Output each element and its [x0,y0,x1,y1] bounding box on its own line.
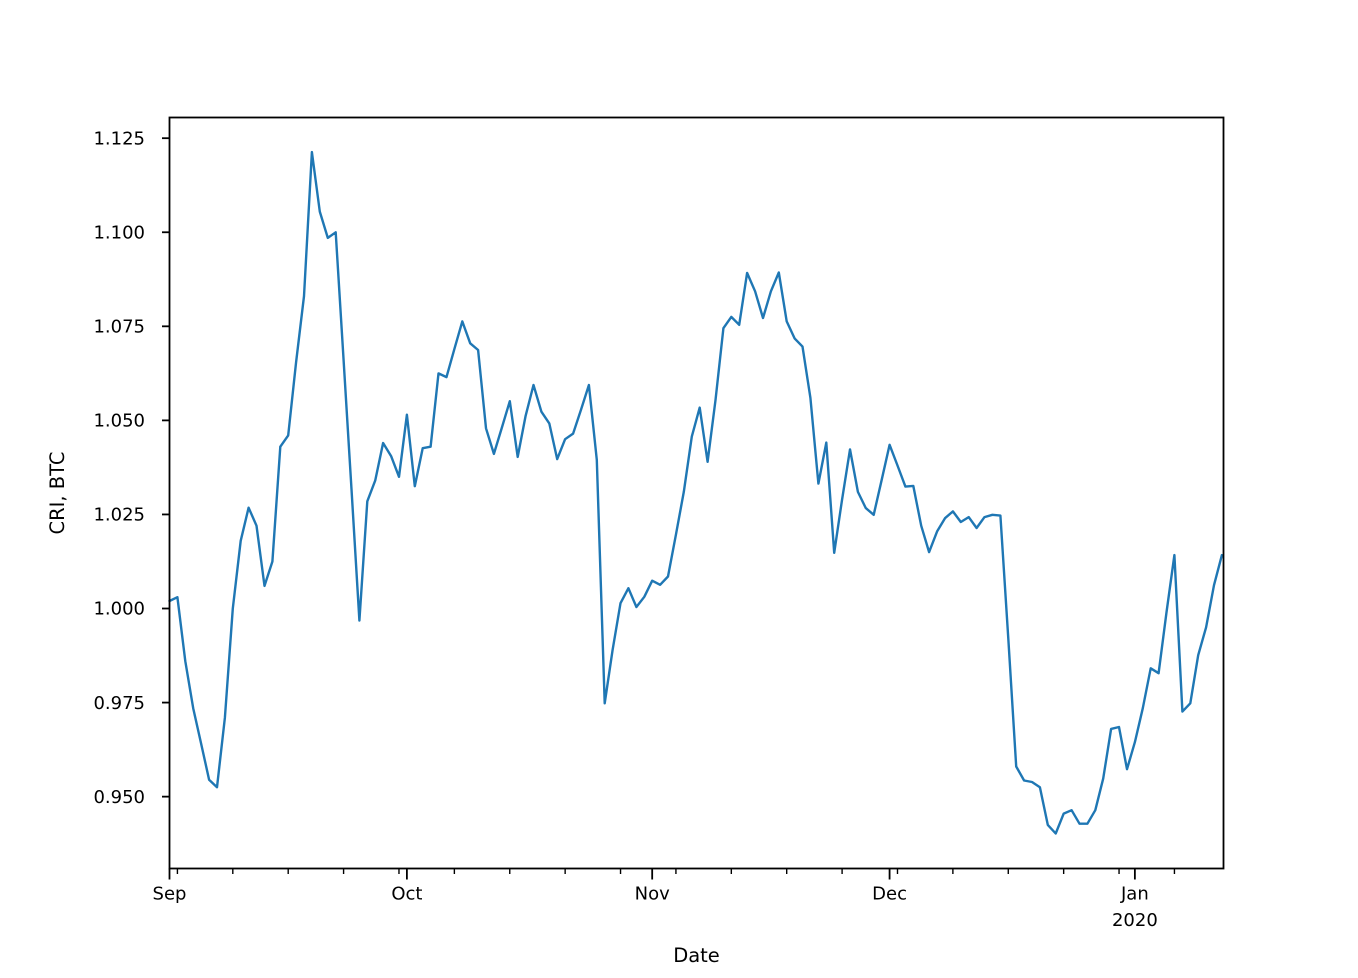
x-axis-label: Date [673,944,720,967]
y-tick-label-0.950: 0.950 [93,787,145,808]
y-axis-ticks [162,137,170,798]
x-tick-label-sep: Sep [153,884,187,905]
y-axis-label: CRI, BTC [46,451,69,534]
cri-btc-series-line [168,150,1224,835]
y-tick-label-1.000: 1.000 [93,599,145,620]
x-axis-minor-ticks [176,868,1176,874]
y-axis-tick-labels: 0.950 0.975 1.000 1.025 1.050 1.075 1.100 1.125 [93,128,145,807]
y-tick-label-1.025: 1.025 [93,505,145,526]
x-tick-label-jan: Jan [1120,884,1149,905]
y-tick-label-1.075: 1.075 [93,317,145,338]
x-axis-tick-labels: Sep Oct Nov Dec Jan [153,884,1149,905]
x-axis-year-label: 2020 [1112,910,1158,931]
x-tick-label-dec: Dec [872,884,907,905]
plot-area-border [168,116,1225,870]
y-tick-label-1.050: 1.050 [93,411,145,432]
y-tick-label-1.100: 1.100 [93,222,145,243]
x-tick-label-nov: Nov [635,884,670,905]
x-tick-label-oct: Oct [391,884,422,905]
x-axis-major-ticks [168,868,1136,880]
y-tick-label-1.125: 1.125 [93,128,145,149]
y-tick-label-0.975: 0.975 [93,693,145,714]
